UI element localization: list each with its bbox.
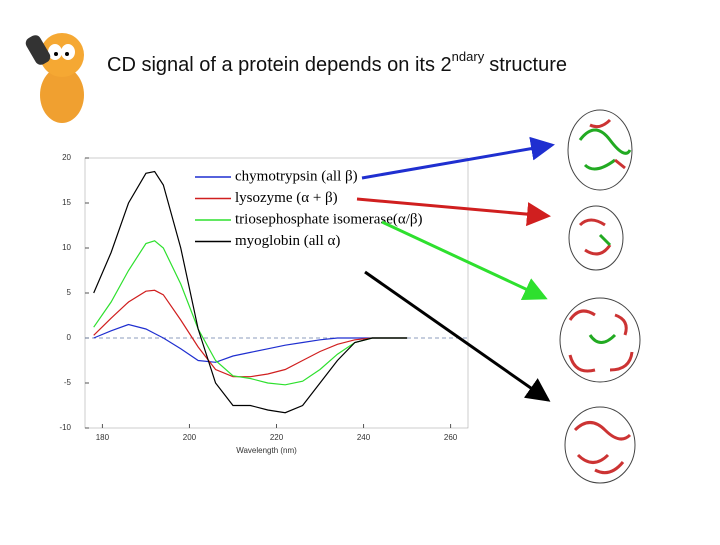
x-tick-label: 220: [270, 433, 284, 442]
arrow: [364, 270, 551, 402]
arrows: [356, 136, 555, 402]
y-tick-label: 20: [62, 153, 71, 162]
protein-structures: [559, 109, 641, 484]
legend-label: chymotrypsin (all β): [235, 168, 358, 184]
series-line: [93, 170, 408, 414]
x-tick-label: 240: [357, 433, 371, 442]
garfield: [25, 33, 84, 123]
protein: [568, 205, 624, 271]
protein: [564, 406, 636, 484]
title-sup: ndary: [452, 49, 485, 64]
x-tick-label: 260: [444, 433, 458, 442]
legend-label: triosephosphate isomerase(α/β): [235, 211, 423, 227]
protein: [567, 109, 633, 191]
y-tick-label: 5: [67, 288, 72, 297]
y-tick-label: 10: [62, 243, 71, 252]
y-tick-label: 15: [62, 198, 71, 207]
slide-title: CD signal of a protein depends on its 2n…: [107, 49, 567, 76]
chart: -10 -5 0 5 10 15 20 180 200 220 240 260 Wavelength (…: [59, 153, 469, 455]
y-tick-label: 0: [67, 333, 72, 342]
protein: [559, 297, 641, 383]
arrow: [381, 220, 548, 301]
legend-label: myoglobin (all α): [235, 233, 340, 249]
title-text: CD signal of a protein depends on its 2: [107, 54, 452, 76]
arrow: [361, 136, 555, 180]
legend-label: lysozyme (α + β): [235, 190, 338, 206]
y-tick-label: -5: [64, 378, 72, 387]
title-end: structure: [489, 54, 567, 76]
x-axis-label: Wavelength (nm): [236, 446, 297, 455]
y-tick-label: -10: [59, 423, 71, 432]
arrow: [356, 197, 551, 227]
series-line: [93, 240, 408, 386]
series-line: [93, 323, 408, 363]
x-tick-label: 200: [183, 433, 197, 442]
x-tick-label: 180: [96, 433, 110, 442]
